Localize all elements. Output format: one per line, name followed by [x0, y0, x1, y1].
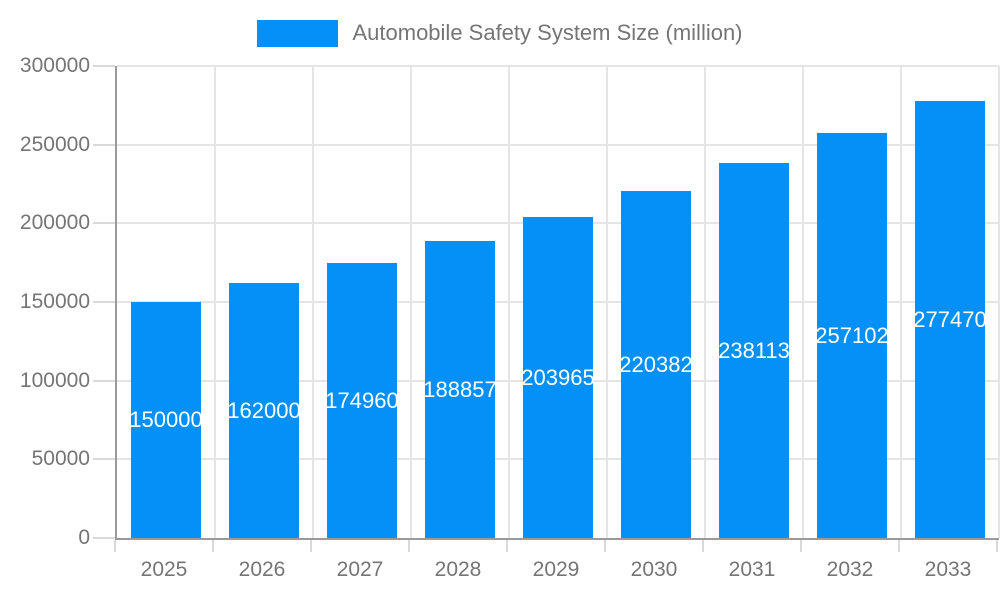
gridline-vertical [214, 66, 216, 538]
gridline-vertical [508, 66, 510, 538]
gridline-vertical [410, 66, 412, 538]
legend[interactable]: Automobile Safety System Size (million) [0, 18, 1000, 48]
y-axis-tick-label: 200000 [19, 211, 90, 235]
plot-area: 150000 162000 174960 188857 203965 220382 2381… [115, 65, 1000, 540]
bar-value-label: 174960 [325, 387, 399, 413]
bar-value-label: 203965 [521, 364, 595, 390]
bar: 188857 [423, 241, 497, 538]
gridline-vertical [312, 66, 314, 538]
x-axis-tick-label: 2025 [140, 558, 188, 581]
x-axis-tick-label: 2030 [630, 558, 678, 581]
bar-value-label: 277470 [913, 306, 987, 332]
bar-value-label: 188857 [423, 376, 497, 402]
gridline-vertical [606, 66, 608, 538]
y-axis-tick [93, 301, 115, 303]
y-axis-tick [93, 143, 115, 146]
bar-value-label: 162000 [227, 397, 301, 423]
bar: 277470 [913, 101, 987, 538]
x-axis-tick [800, 540, 802, 552]
gridline-vertical [900, 66, 902, 538]
bar-value-label: 150000 [129, 407, 203, 432]
gridline-vertical [704, 66, 706, 538]
y-axis-tick-label: 150000 [19, 290, 90, 313]
x-axis-tick [114, 540, 116, 552]
gridline-horizontal [117, 143, 999, 146]
bar-value-label: 238113 [718, 337, 790, 363]
y-axis-tick [93, 458, 115, 461]
y-axis-tick-label: 100000 [19, 368, 90, 392]
x-axis-tick [604, 540, 606, 552]
x-axis-tick-label: 2028 [434, 558, 482, 581]
x-axis-tick [996, 540, 998, 552]
x-axis-tick-label: 2031 [728, 558, 776, 581]
bar-value-label: 257102 [815, 322, 889, 348]
gridline-horizontal [117, 65, 999, 67]
y-axis-tick-label: 0 [78, 526, 90, 549]
gridline-vertical [998, 66, 1000, 538]
x-axis-tick [898, 540, 900, 552]
y-axis-tick-label: 50000 [31, 447, 90, 471]
x-axis-tick [212, 540, 214, 552]
bar: 257102 [815, 133, 889, 538]
y-axis-tick-label: 300000 [19, 54, 90, 77]
y-axis-tick [93, 379, 115, 382]
bar-value-label: 220382 [619, 351, 693, 377]
y-axis-tick [93, 537, 115, 539]
y-axis-tick [93, 222, 115, 225]
bar: 174960 [325, 263, 399, 538]
x-axis-tick [702, 540, 704, 552]
bar: 203965 [521, 217, 595, 538]
gridline-vertical [802, 66, 804, 538]
bar: 220382 [619, 191, 693, 538]
x-axis-tick [408, 540, 410, 552]
x-axis-tick [506, 540, 508, 552]
x-axis-tick-label: 2033 [924, 558, 972, 581]
x-axis-tick [310, 540, 312, 552]
x-axis-tick-label: 2027 [336, 558, 384, 581]
legend-label: Automobile Safety System Size (million) [352, 20, 743, 45]
x-axis-tick-label: 2032 [826, 558, 874, 581]
bar: 162000 [227, 283, 301, 538]
x-axis-tick-label: 2029 [532, 558, 580, 581]
legend-swatch-icon [257, 19, 339, 47]
bar: 238113 [718, 163, 790, 538]
y-axis-tick-label: 250000 [19, 132, 90, 156]
bar: 150000 [129, 302, 203, 538]
x-axis-tick-label: 2026 [238, 558, 286, 581]
y-axis-tick [93, 65, 115, 67]
